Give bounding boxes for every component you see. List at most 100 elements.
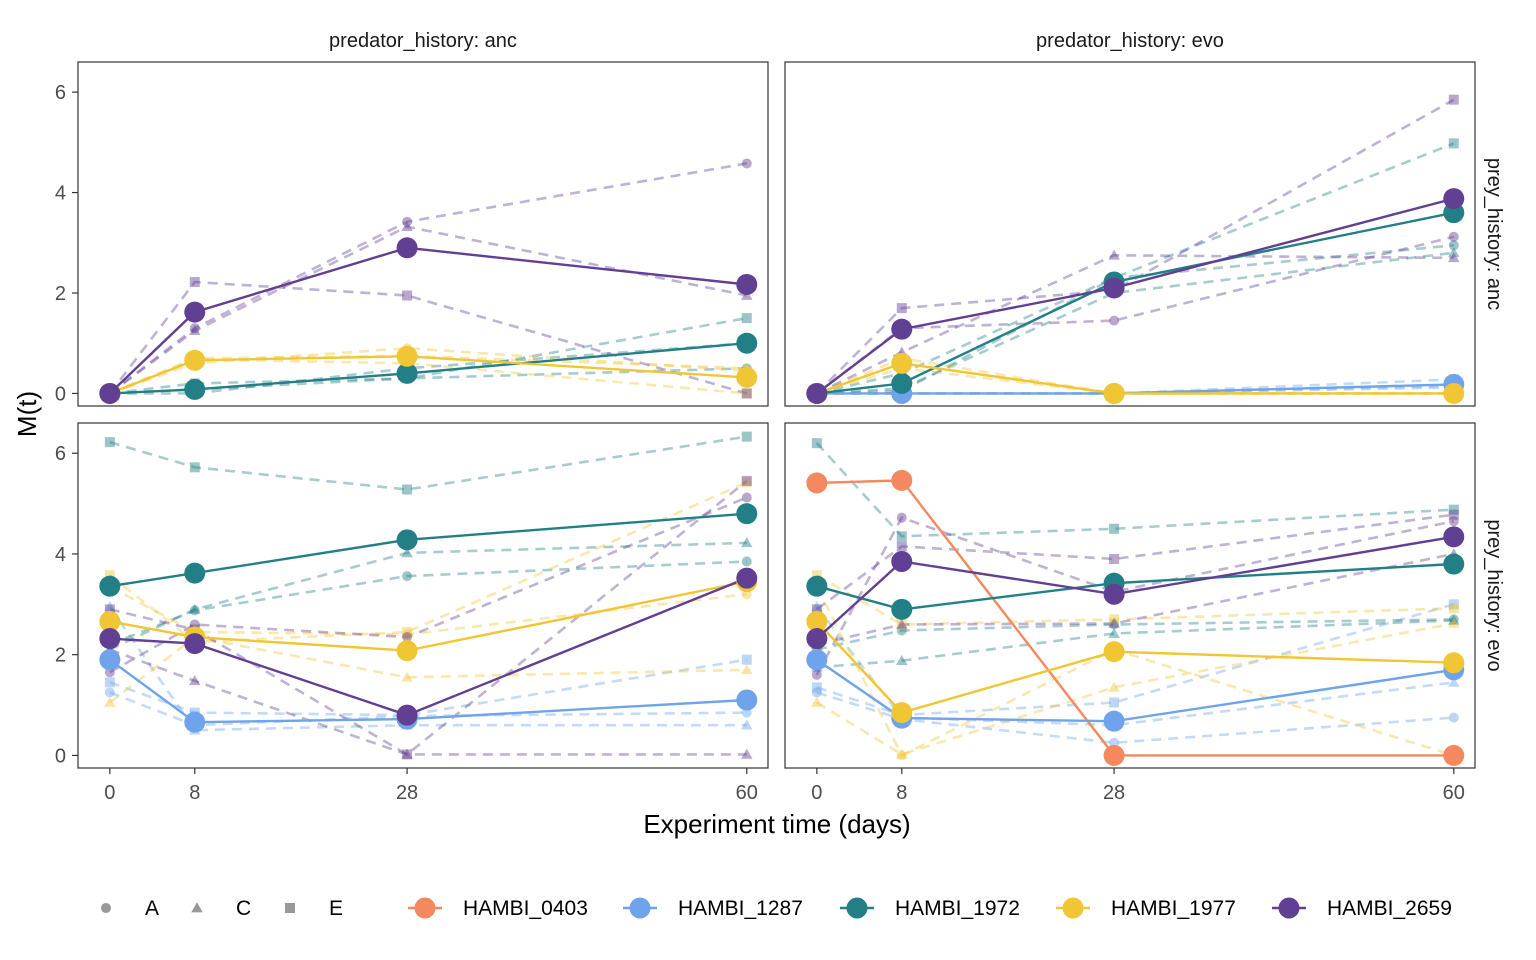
replicate-line-hambi-2659-c — [816, 253, 1454, 395]
mean-point-hambi-1977 — [396, 640, 418, 662]
mean-line-hambi-1972 — [816, 562, 1454, 611]
x-tick-label: 28 — [1103, 782, 1125, 804]
replicate-line-hambi-1977-c — [109, 635, 747, 704]
replicate-line-hambi-1977-c — [816, 622, 1455, 756]
legend-dot-hambi-1287 — [629, 897, 651, 919]
replicate-point-hambi-1977-e — [1448, 603, 1459, 614]
panel-plot-area — [806, 438, 1465, 766]
legend-label-hambi-1972: HAMBI_1972 — [895, 897, 1020, 920]
replicate-point-hambi-2659-e — [104, 604, 115, 615]
mean-line-hambi-2659 — [108, 246, 747, 395]
replicate-line-hambi-1287-a — [816, 691, 1454, 745]
replicate-line-hambi-2659-a — [815, 516, 1455, 676]
mean-line-hambi-2659 — [816, 197, 1455, 395]
replicate-line-hambi-2659-e — [815, 98, 1455, 395]
mean-point-hambi-1977 — [736, 366, 758, 388]
replicate-point-hambi-2659-a — [1448, 516, 1459, 527]
legend-dot-hambi-1972 — [846, 897, 868, 919]
replicate-point-hambi-2659-e — [402, 749, 413, 760]
replicate-line-hambi-2659-a — [109, 162, 748, 395]
mean-point-hambi-2659 — [1103, 277, 1125, 299]
replicate-point-hambi-2659-c — [1108, 249, 1120, 260]
replicate-point-hambi-2659-c — [189, 324, 201, 335]
replicate-point-hambi-2659-a — [741, 158, 752, 169]
replicate-line-hambi-2659-c — [109, 648, 747, 756]
mean-line-hambi-2659 — [109, 576, 748, 717]
y-tick-label: 0 — [55, 745, 66, 767]
mean-line-hambi-1972 — [109, 342, 747, 395]
mean-line-hambi-1977 — [109, 580, 748, 652]
replicate-point-hambi-2659-e — [189, 276, 200, 287]
mean-point-hambi-1972 — [736, 332, 758, 354]
mean-point-hambi-2659 — [1443, 526, 1465, 548]
mean-point-hambi-2659 — [396, 704, 418, 726]
replicate-point-hambi-1977-a — [402, 629, 413, 640]
replicate-point-hambi-1972-c — [401, 547, 413, 558]
mean-point-hambi-0403 — [1103, 744, 1125, 766]
mean-point-hambi-1972 — [396, 362, 418, 384]
replicate-point-hambi-1972-e — [741, 431, 752, 442]
legend-label-e: E — [329, 897, 343, 920]
legend-label-hambi-1977: HAMBI_1977 — [1111, 897, 1236, 920]
x-tick-label: 60 — [736, 782, 758, 804]
replicate-point-hambi-2659-c — [1108, 617, 1120, 628]
panel-border — [784, 61, 1476, 407]
legend-dot-hambi-1977 — [1062, 897, 1084, 919]
panel-row0-col0: 0 2 4 6 — [55, 61, 769, 407]
replicate-line-hambi-1972-a — [816, 618, 1454, 651]
legend: A C E HAMBI_0403 HAMBI_1287 HAMBI_1972 HAMBI_1… — [101, 897, 1452, 920]
panel-plot-area — [99, 431, 758, 760]
replicate-line-hambi-1972-a — [109, 560, 747, 646]
y-tick-label: 4 — [55, 544, 66, 566]
replicate-line-hambi-1287-e — [109, 658, 748, 717]
y-axis-title: M(t) — [12, 391, 42, 437]
x-tick-label: 60 — [1443, 782, 1465, 804]
replicate-point-hambi-1287-a — [811, 687, 822, 698]
replicate-point-hambi-2659-a — [1109, 315, 1120, 326]
mean-point-hambi-0403 — [891, 469, 913, 491]
mean-point-hambi-2659 — [736, 273, 758, 295]
replicate-point-hambi-1977-e — [402, 627, 413, 638]
replicate-point-hambi-1972-c — [1448, 614, 1460, 625]
replicate-line-hambi-1972-e — [816, 142, 1455, 395]
replicate-line-hambi-1977-e — [108, 481, 748, 644]
mean-point-hambi-2659 — [1103, 583, 1125, 605]
x-tick-label: 8 — [189, 782, 200, 804]
replicate-point-hambi-1972-e — [741, 313, 752, 324]
facet-strip-row-0: prey_history: anc — [1483, 158, 1505, 310]
replicate-point-hambi-2659-e — [811, 604, 822, 615]
replicate-point-hambi-1972-c — [189, 603, 201, 614]
replicate-point-hambi-1972-e — [1109, 523, 1120, 534]
replicate-point-hambi-1972-c — [741, 537, 753, 548]
legend-dot-hambi-0403 — [414, 897, 436, 919]
panel-border — [784, 422, 1476, 769]
replicate-line-hambi-1287-a — [109, 691, 747, 727]
replicate-line-hambi-1287-c — [108, 606, 747, 732]
mean-point-hambi-1972 — [184, 562, 206, 584]
replicate-point-hambi-1972-c — [1448, 247, 1460, 258]
mean-line-hambi-1977 — [109, 355, 747, 395]
y-tick-label: 2 — [55, 283, 66, 305]
replicate-point-hambi-1972-c — [896, 654, 908, 666]
replicate-point-hambi-2659-c — [401, 748, 413, 759]
mean-point-hambi-1287 — [806, 649, 828, 671]
replicate-line-hambi-1977-e — [816, 356, 1454, 395]
mean-point-hambi-1977 — [891, 702, 913, 724]
replicate-point-hambi-1287-e — [104, 677, 115, 688]
mean-point-hambi-1977 — [99, 610, 121, 632]
mean-point-hambi-0403 — [1443, 744, 1465, 766]
replicate-point-hambi-2659-e — [1448, 509, 1459, 520]
y-tick-label: 0 — [55, 383, 66, 405]
mean-point-hambi-1977 — [1443, 382, 1465, 404]
replicate-line-hambi-1977-a — [109, 346, 747, 395]
legend-key-c — [191, 902, 203, 913]
mean-point-hambi-1287 — [736, 689, 758, 711]
mean-line-hambi-1977 — [816, 362, 1454, 395]
panel-plot-area — [806, 94, 1465, 404]
mean-line-hambi-1972 — [109, 512, 747, 588]
mean-point-hambi-1972 — [1443, 553, 1465, 575]
mean-point-hambi-0403 — [806, 472, 828, 494]
mean-point-hambi-2659 — [184, 633, 206, 655]
replicate-point-hambi-1287-c — [741, 719, 753, 730]
